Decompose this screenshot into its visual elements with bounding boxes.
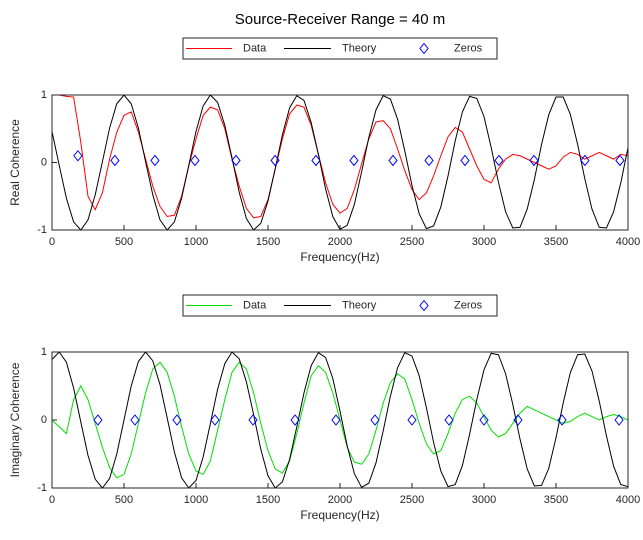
y-tick-label: -1 xyxy=(37,482,47,494)
zero-marker xyxy=(460,154,470,167)
x-tick-label: 2000 xyxy=(328,494,352,506)
x-tick-label: 1000 xyxy=(184,236,208,248)
zero-marker xyxy=(172,414,182,426)
theory-line xyxy=(52,352,628,488)
x-axis-label: Frequency(Hz) xyxy=(300,508,379,522)
zero-marker xyxy=(331,414,341,426)
x-tick-label: 500 xyxy=(115,494,133,506)
x-tick-label: 1500 xyxy=(256,236,280,248)
zero-marker xyxy=(513,414,523,426)
y-tick-label: -1 xyxy=(37,224,47,236)
zero-marker xyxy=(311,154,321,167)
zero-marker xyxy=(424,154,434,167)
zero-marker xyxy=(349,154,359,167)
x-tick-label: 3500 xyxy=(544,494,568,506)
legend-marker xyxy=(419,42,429,55)
data-line xyxy=(52,95,628,219)
zero-marker xyxy=(614,414,624,426)
zero-marker xyxy=(150,154,160,167)
axes-box xyxy=(51,94,629,231)
legend-label: Zeros xyxy=(454,299,483,311)
y-axis-label: Imaginary Coherence xyxy=(8,362,22,477)
zero-marker xyxy=(479,414,489,426)
zero-marker xyxy=(130,414,140,426)
zero-marker xyxy=(210,414,220,426)
x-tick-label: 3000 xyxy=(472,494,496,506)
legend-marker xyxy=(419,299,429,312)
x-tick-label: 0 xyxy=(49,236,55,248)
zero-marker xyxy=(270,154,280,167)
zero-marker xyxy=(615,154,625,167)
x-tick-label: 4000 xyxy=(616,494,640,506)
y-tick-label: 1 xyxy=(41,89,47,101)
y-tick-label: 0 xyxy=(41,414,47,426)
y-axis-label: Real Coherence xyxy=(8,119,22,206)
zero-marker xyxy=(444,414,454,426)
figure-title: Source-Receiver Range = 40 m xyxy=(235,11,446,28)
x-tick-label: 1000 xyxy=(184,494,208,506)
theory-line xyxy=(52,95,628,230)
x-tick-label: 2500 xyxy=(400,494,424,506)
x-tick-label: 500 xyxy=(115,236,133,248)
legend-label: Data xyxy=(243,42,267,54)
zero-marker xyxy=(407,414,417,426)
x-tick-label: 1500 xyxy=(256,494,280,506)
y-tick-label: 1 xyxy=(41,346,47,358)
zero-marker xyxy=(529,154,539,167)
legend-label: Data xyxy=(243,299,267,311)
x-tick-label: 4000 xyxy=(616,236,640,248)
zero-marker xyxy=(388,154,398,167)
legend-label: Theory xyxy=(342,299,377,311)
zero-marker xyxy=(110,154,120,167)
legend-label: Theory xyxy=(342,42,377,54)
zero-marker xyxy=(73,149,83,162)
x-tick-label: 0 xyxy=(49,494,55,506)
zero-marker xyxy=(557,414,567,426)
zero-marker xyxy=(580,154,590,167)
x-tick-label: 3000 xyxy=(472,236,496,248)
zero-marker xyxy=(248,414,258,426)
zero-marker xyxy=(231,154,241,167)
x-tick-label: 2000 xyxy=(328,236,352,248)
zero-marker xyxy=(494,154,504,167)
plot-area xyxy=(52,95,628,230)
x-tick-label: 2500 xyxy=(400,236,424,248)
zero-marker xyxy=(190,154,200,167)
legend-box xyxy=(182,37,498,60)
zero-marker xyxy=(93,414,103,426)
legend-box xyxy=(182,294,498,317)
zero-marker xyxy=(370,414,380,426)
y-tick-label: 0 xyxy=(41,156,47,168)
legend-label: Zeros xyxy=(454,42,483,54)
zero-marker xyxy=(290,414,300,426)
axes-box xyxy=(51,351,629,489)
x-axis-label: Frequency(Hz) xyxy=(300,250,379,264)
x-tick-label: 3500 xyxy=(544,236,568,248)
